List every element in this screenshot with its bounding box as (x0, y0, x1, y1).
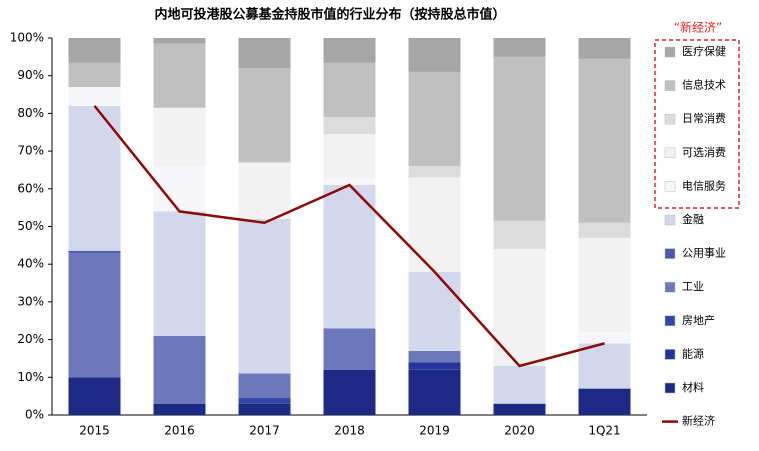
annotation: “新经济” (674, 20, 722, 35)
y-tick-label: 10% (17, 370, 44, 384)
bar-segment (578, 388, 631, 415)
y-tick-label: 80% (17, 106, 44, 120)
bar-segment (68, 38, 121, 63)
x-tick-label: 2019 (419, 424, 450, 438)
y-tick-label: 30% (17, 294, 44, 308)
y-tick-label: 100% (10, 31, 44, 45)
legend-label: 可选消费 (682, 145, 726, 159)
legend-label: 能源 (682, 346, 704, 360)
bar-segment (578, 237, 631, 333)
x-tick-label: 2018 (334, 424, 365, 438)
legend-label: 日常消费 (682, 111, 726, 125)
legend-swatch (664, 113, 676, 125)
y-tick-label: 50% (17, 219, 44, 233)
x-tick-label: 2016 (164, 424, 195, 438)
bar-segment (408, 166, 461, 178)
bar-segment (68, 87, 121, 106)
bar-segment (323, 369, 376, 415)
legend-label: 信息技术 (682, 78, 726, 92)
bar-segment (323, 62, 376, 118)
bar-segment (323, 38, 376, 63)
bar-segment (238, 162, 291, 219)
bar-segment (493, 56, 546, 221)
legend-label: 金融 (682, 212, 704, 226)
legend-swatch (664, 147, 676, 159)
bar-segment (578, 58, 631, 223)
bar-segment (408, 369, 461, 415)
x-tick-label: 2015 (79, 424, 110, 438)
bar-segment (68, 251, 121, 253)
y-tick-label: 90% (17, 68, 44, 82)
legend-swatch (664, 315, 676, 327)
legend-swatch (664, 248, 676, 259)
legend-swatch (664, 382, 676, 394)
bar-segment (323, 185, 376, 329)
bar-segment (408, 71, 461, 167)
legend-swatch (664, 214, 676, 226)
bar-segment (578, 332, 631, 344)
bar-segment (408, 38, 461, 72)
x-tick-label: 1Q21 (588, 424, 620, 438)
bar-segment (408, 271, 461, 351)
line (93, 105, 605, 368)
legend-label: 电信服务 (682, 179, 726, 192)
y-tick-label: 40% (17, 257, 44, 271)
legend-swatch (664, 349, 676, 360)
bar-segment (323, 117, 376, 135)
bar-segment (153, 335, 206, 404)
bar-segment (68, 105, 121, 252)
legend-swatch (664, 181, 676, 192)
bar-segment (238, 218, 291, 374)
bar-segment (238, 373, 291, 399)
bar-segment (323, 328, 376, 370)
legend-swatch (664, 281, 676, 293)
bar-segment (578, 343, 631, 389)
chart-title: 内地可投港股公募基金持股市值的行业分布（按持股总市值） (154, 7, 505, 23)
y-tick-label: 70% (17, 144, 44, 158)
x-tick-label: 2017 (249, 424, 280, 438)
bar-segment (153, 43, 206, 108)
bar-segment (493, 403, 546, 415)
x-tick-label: 2020 (504, 424, 535, 438)
bar-segment (323, 134, 376, 178)
y-tick-label: 60% (17, 181, 44, 195)
bar-segment (323, 177, 376, 186)
bar-segment (68, 252, 121, 378)
legend-label: 医疗保健 (682, 44, 726, 58)
bar-segment (408, 350, 461, 363)
bar-segment (153, 211, 206, 336)
legend-label: 公用事业 (682, 247, 726, 260)
legend-label: 新经济 (682, 414, 715, 428)
legend-swatch (664, 80, 676, 91)
bar-segment (493, 38, 546, 57)
bar-segment (153, 38, 206, 44)
bar-segment (153, 107, 206, 167)
legend-label: 材料 (682, 380, 704, 394)
bar-segment (238, 398, 291, 404)
bar-segment (493, 220, 546, 250)
legend-label: 房地产 (682, 313, 715, 327)
bar-segment (153, 403, 206, 415)
highlight-box (654, 39, 740, 209)
legend-label: 工业 (682, 280, 704, 293)
bar-segment (408, 177, 461, 272)
bar-segment (408, 362, 461, 370)
bar-segment (493, 365, 546, 404)
bar-segment (68, 62, 121, 88)
y-tick-label: 0% (25, 408, 44, 422)
bar-segment (238, 68, 291, 163)
y-tick-label: 20% (17, 332, 44, 346)
bar-segment (68, 377, 121, 415)
bar-segment (493, 249, 546, 366)
bar-segment (578, 222, 631, 238)
bar-segment (578, 38, 631, 59)
bar-segment (238, 38, 291, 69)
legend-swatch (664, 46, 676, 58)
bar-segment (238, 403, 291, 415)
